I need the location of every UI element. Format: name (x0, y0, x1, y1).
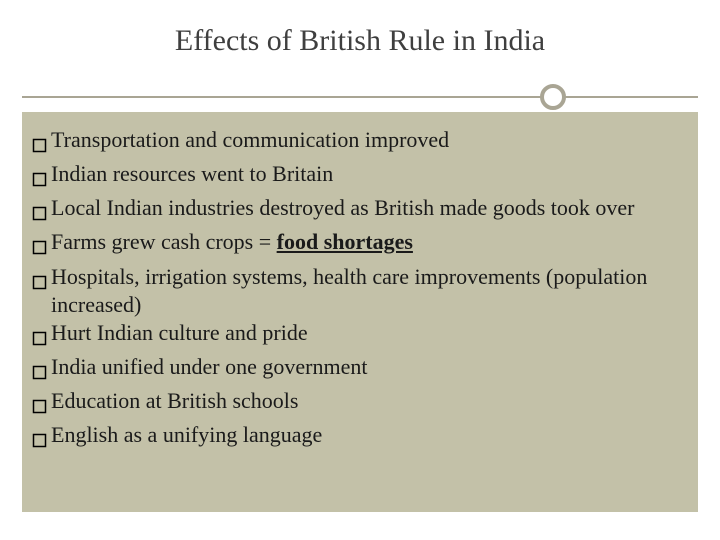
bullet-item: English as a unifying language (32, 421, 682, 455)
divider-line (22, 96, 698, 98)
content-panel: Transportation and communication improve… (22, 112, 698, 512)
text-segment: English as a unifying language (51, 422, 322, 447)
square-bullet-icon (32, 427, 47, 455)
text-segment: Indian resources went to Britain (51, 161, 333, 186)
bullet-item: India unified under one government (32, 353, 682, 387)
bullet-item: Transportation and communication improve… (32, 126, 682, 160)
slide-title: Effects of British Rule in India (0, 24, 720, 58)
text-segment: India unified under one government (51, 354, 367, 379)
bullet-item: Hospitals, irrigation systems, health ca… (32, 263, 682, 319)
text-segment: Education at British schools (51, 388, 298, 413)
bullet-list: Transportation and communication improve… (32, 126, 682, 456)
bullet-text: Farms grew cash crops = food shortages (51, 228, 682, 256)
square-bullet-icon (32, 234, 47, 262)
bullet-text: Hurt Indian culture and pride (51, 319, 682, 347)
bullet-item: Education at British schools (32, 387, 682, 421)
square-bullet-icon (32, 269, 47, 297)
square-bullet-icon (32, 325, 47, 353)
text-segment: Transportation and communication improve… (51, 127, 449, 152)
text-segment: Farms grew cash crops = (51, 229, 277, 254)
square-bullet-icon (32, 359, 47, 387)
square-bullet-icon (32, 200, 47, 228)
text-segment: Hospitals, irrigation systems, health ca… (51, 264, 647, 317)
bullet-text: Indian resources went to Britain (51, 160, 682, 188)
bullet-text: Education at British schools (51, 387, 682, 415)
bullet-text: India unified under one government (51, 353, 682, 381)
title-area: Effects of British Rule in India (0, 0, 720, 98)
bullet-text: Hospitals, irrigation systems, health ca… (51, 263, 682, 319)
bullet-item: Hurt Indian culture and pride (32, 319, 682, 353)
bullet-item: Indian resources went to Britain (32, 160, 682, 194)
text-segment: food shortages (277, 229, 413, 254)
text-segment: Local Indian industries destroyed as Bri… (51, 195, 635, 220)
bullet-item: Farms grew cash crops = food shortages (32, 228, 682, 262)
bullet-item: Local Indian industries destroyed as Bri… (32, 194, 682, 228)
slide: Effects of British Rule in India Transpo… (0, 0, 720, 540)
square-bullet-icon (32, 132, 47, 160)
square-bullet-icon (32, 166, 47, 194)
divider-circle-icon (540, 84, 566, 110)
text-segment: Hurt Indian culture and pride (51, 320, 308, 345)
bullet-text: Local Indian industries destroyed as Bri… (51, 194, 682, 222)
bullet-text: Transportation and communication improve… (51, 126, 682, 154)
bullet-text: English as a unifying language (51, 421, 682, 449)
square-bullet-icon (32, 393, 47, 421)
